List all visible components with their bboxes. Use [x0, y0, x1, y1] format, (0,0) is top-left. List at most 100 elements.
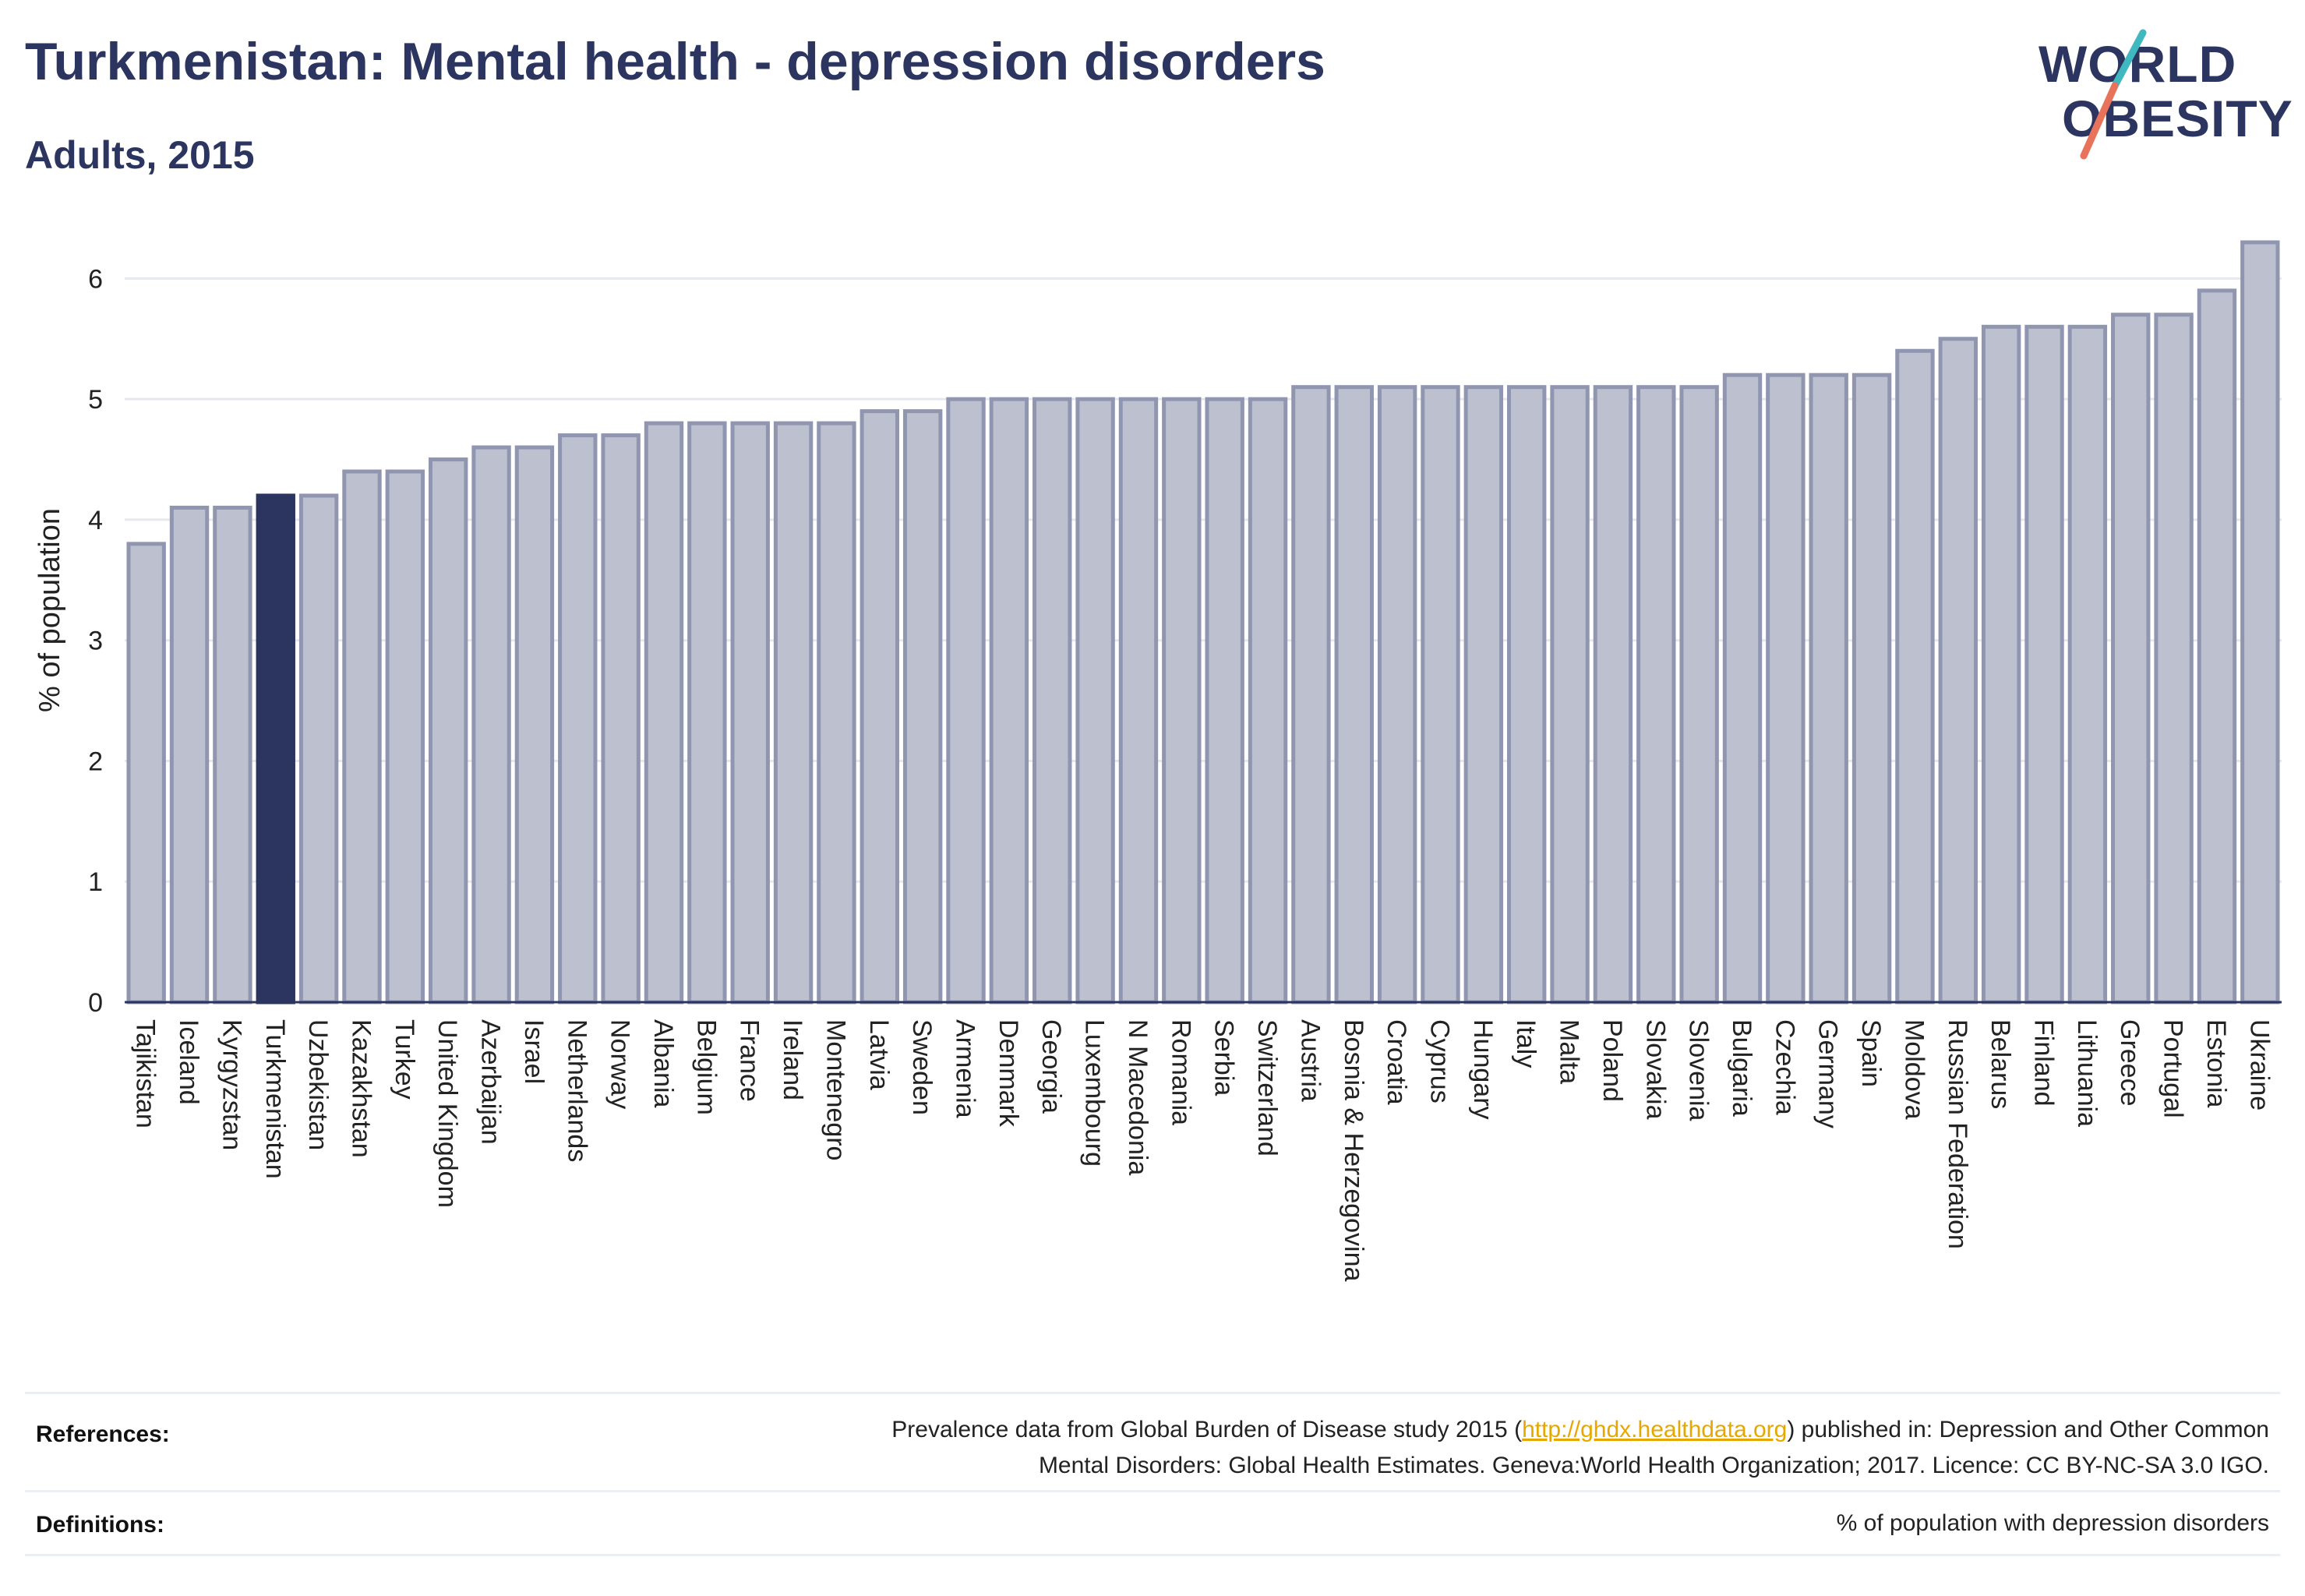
bar-bosnia-herzegovina	[1334, 385, 1374, 1005]
x-tick-label: Armenia	[951, 1019, 980, 1118]
bar-cyprus	[1421, 385, 1460, 1005]
x-tick-label: N Macedonia	[1123, 1019, 1152, 1175]
x-tick-label: Serbia	[1209, 1019, 1239, 1096]
bar-n-macedonia	[1118, 397, 1159, 1005]
bar-ireland	[773, 421, 814, 1005]
x-tick-label: Switzerland	[1252, 1019, 1282, 1156]
x-tick-label: Croatia	[1382, 1019, 1411, 1105]
bar-uzbekistan	[298, 493, 339, 1005]
x-tick-label: Russian Federation	[1943, 1019, 1972, 1249]
x-tick-label: Lithuania	[2072, 1019, 2102, 1127]
x-tick-label: Netherlands	[562, 1019, 591, 1162]
bar-netherlands	[558, 433, 598, 1005]
x-tick-label: Latvia	[864, 1019, 894, 1090]
x-tick-label: Malta	[1555, 1019, 1584, 1084]
references-row: References: Prevalence data from Global …	[25, 1411, 2280, 1496]
x-tick-label: Belarus	[1986, 1019, 2015, 1109]
x-tick-label: United Kingdom	[432, 1019, 462, 1208]
y-tick-label: 6	[88, 264, 103, 294]
y-tick-label: 3	[88, 627, 103, 656]
bar-switzerland	[1248, 397, 1288, 1005]
bar-serbia	[1205, 397, 1244, 1005]
x-tick-label: Slovenia	[1684, 1019, 1714, 1121]
x-tick-label: Azerbaijan	[476, 1019, 506, 1145]
x-tick-label: Georgia	[1036, 1019, 1066, 1114]
bar-czechia	[1766, 373, 1806, 1005]
bar-tajikistan	[126, 542, 166, 1005]
x-tick-label: Ireland	[778, 1019, 807, 1100]
x-tick-label: Tajikistan	[131, 1019, 161, 1128]
logo-slash-icon	[2080, 29, 2147, 160]
x-tick-label: Albania	[648, 1019, 678, 1108]
divider	[25, 1490, 2280, 1492]
bar-belgium	[687, 421, 727, 1005]
y-axis-label: % of population	[34, 508, 66, 712]
y-tick-label: 1	[88, 867, 103, 897]
references-text-part-1: Prevalence data from Global Burden of Di…	[891, 1417, 1523, 1442]
bar-united-kingdom	[429, 457, 468, 1005]
references-link[interactable]: http://ghdx.healthdata.org	[1522, 1417, 1788, 1442]
bar-montenegro	[817, 421, 856, 1005]
x-tick-label: Greece	[2115, 1019, 2144, 1107]
x-tick-label: Turkey	[390, 1019, 419, 1100]
y-tick-label: 2	[88, 747, 103, 776]
bar-poland	[1593, 385, 1633, 1005]
bar-estonia	[2197, 288, 2237, 1005]
bar-slovenia	[1679, 385, 1719, 1005]
bar-israel	[514, 445, 555, 1005]
bar-denmark	[989, 397, 1029, 1005]
x-tick-label: Montenegro	[821, 1019, 850, 1160]
x-tick-label: Estonia	[2201, 1019, 2231, 1107]
bar-finland	[2024, 324, 2064, 1005]
bar-croatia	[1377, 385, 1417, 1005]
bar-kazakhstan	[342, 469, 382, 1005]
bar-hungary	[1463, 385, 1504, 1005]
bar-albania	[644, 421, 684, 1005]
y-tick-label: 5	[88, 385, 103, 415]
x-tick-label: Cyprus	[1424, 1019, 1454, 1103]
x-tick-label: Poland	[1597, 1019, 1627, 1102]
bar-slovakia	[1636, 385, 1676, 1005]
bar-spain	[1851, 373, 1892, 1005]
x-tick-label: Czechia	[1770, 1019, 1799, 1115]
references-text: Prevalence data from Global Burden of Di…	[891, 1412, 2269, 1484]
bar-turkmenistan	[256, 493, 295, 1005]
x-tick-label: France	[735, 1019, 764, 1102]
x-tick-label: Slovakia	[1640, 1019, 1670, 1120]
x-tick-label: Germany	[1813, 1019, 1843, 1128]
bar-france	[730, 421, 770, 1005]
bar-georgia	[1032, 397, 1072, 1005]
bar-russian-federation	[1938, 337, 1978, 1005]
x-tick-label: Denmark	[994, 1019, 1023, 1128]
bar-ukraine	[2240, 240, 2280, 1005]
bar-sweden	[902, 409, 943, 1005]
bar-portugal	[2154, 312, 2194, 1005]
world-obesity-logo: WORLD OBESITY	[2026, 23, 2293, 164]
bar-latvia	[860, 409, 899, 1005]
bar-turkey	[385, 469, 425, 1005]
bar-austria	[1291, 385, 1331, 1005]
bar-iceland	[169, 505, 210, 1005]
bar-moldova	[1895, 348, 1935, 1005]
references-text-part-2: ) published in: Depression and Other Com…	[1787, 1417, 2269, 1442]
references-label: References:	[36, 1421, 170, 1447]
bar-greece	[2111, 312, 2151, 1005]
x-tick-label: Finland	[2029, 1019, 2059, 1107]
x-tick-label: Iceland	[174, 1019, 203, 1105]
x-tick-label: Bulgaria	[1727, 1019, 1756, 1117]
x-tick-label: Portugal	[2159, 1019, 2188, 1118]
y-tick-label: 4	[88, 506, 103, 535]
bar-germany	[1809, 373, 1848, 1005]
chart-area: 0 1 2 3 4 5 6 % of population Tajikistan Iceland K…	[0, 195, 2305, 1379]
bar-azerbaijan	[471, 445, 511, 1005]
chart-title: Turkmenistan: Mental health - depression…	[25, 32, 1325, 91]
x-tick-label: Israel	[519, 1019, 549, 1084]
chart-subtitle: Adults, 2015	[25, 133, 255, 177]
x-tick-label: Kyrgyzstan	[217, 1019, 246, 1150]
bar-chart: 0 1 2 3 4 5 6 % of population Tajikistan Iceland K…	[34, 240, 2282, 1282]
bar-kyrgyzstan	[213, 505, 252, 1005]
x-tick-label: Norway	[605, 1019, 635, 1109]
bar-italy	[1507, 385, 1547, 1005]
divider	[25, 1392, 2280, 1394]
x-tick-label: Italy	[1511, 1019, 1541, 1068]
